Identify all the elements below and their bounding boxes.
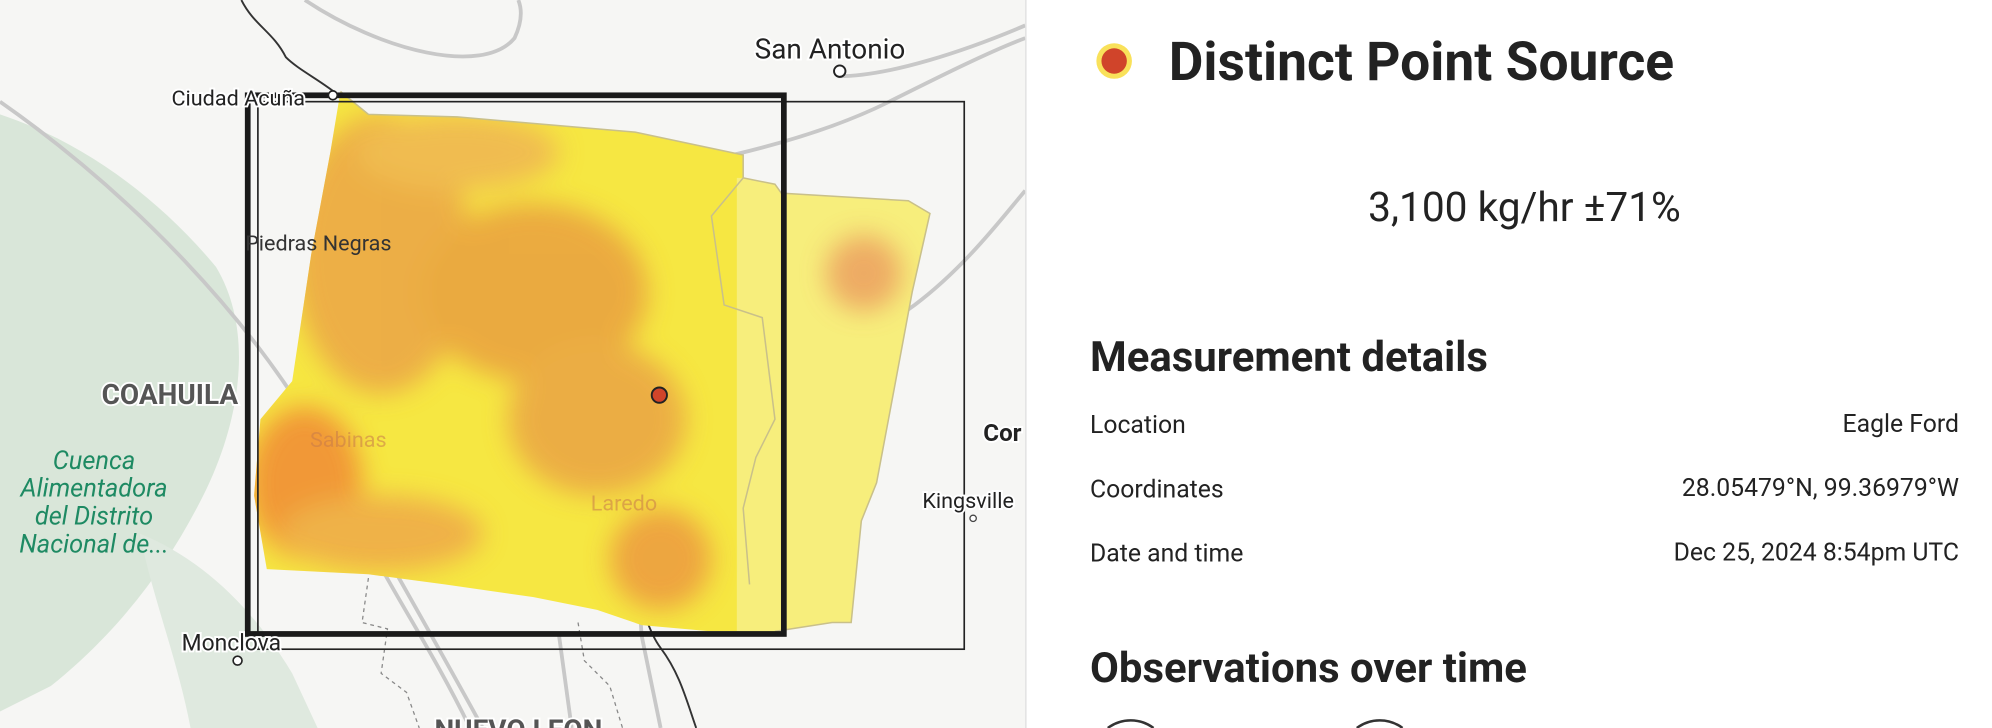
region-label: Alimentadora xyxy=(20,474,168,504)
region-label: Nacional de... xyxy=(19,530,169,560)
emission-rate: 3,100 kg/hr ±71% xyxy=(1368,183,1681,231)
city-label: Cor xyxy=(983,419,1021,447)
plume xyxy=(254,91,930,632)
source-marker[interactable] xyxy=(650,386,668,404)
city-dot xyxy=(969,514,977,523)
info-panel: Distinct Point Source 3,100 kg/hr ±71% M… xyxy=(1025,0,1992,728)
city-dot xyxy=(232,655,243,666)
scene-frame xyxy=(257,100,966,651)
detail-value: Dec 25, 2024 8:54pm UTC xyxy=(1674,538,1959,567)
section-heading: Measurement details xyxy=(1090,333,1488,382)
detail-value: Eagle Ford xyxy=(1843,410,1959,439)
detail-label: Location xyxy=(1090,411,1186,440)
city-label: Kingsville xyxy=(922,489,1014,514)
map[interactable]: San Antonio Ciudad Acuña Piedras Negras … xyxy=(0,0,1027,728)
city-dot xyxy=(833,64,847,78)
detail-value: 28.05479°N, 99.36979°W xyxy=(1682,474,1959,503)
city-label: Ciudad Acuña xyxy=(172,86,306,111)
region-label: del Distrito xyxy=(35,502,153,532)
details-table: Location Eagle Ford Coordinates 28.05479°N,… xyxy=(1090,410,1959,569)
terrain xyxy=(139,533,318,728)
chart-edge xyxy=(1107,719,1404,728)
state-border xyxy=(361,577,624,728)
source-icon xyxy=(1101,48,1127,74)
detail-label: Coordinates xyxy=(1090,475,1224,504)
state-label: COAHUILA xyxy=(102,378,239,411)
region-label: Cuenca xyxy=(53,446,136,476)
city-label: Monclova xyxy=(182,629,281,656)
plume-outline xyxy=(339,90,931,633)
detail-label: Date and time xyxy=(1090,540,1243,569)
state-label: NUEVO LEON xyxy=(434,713,602,728)
tile-frame[interactable] xyxy=(244,92,787,637)
city-dot xyxy=(327,90,339,101)
section-heading: Observations over time xyxy=(1090,644,1527,693)
city-label: San Antonio xyxy=(755,32,906,65)
city-label: Laredo xyxy=(591,492,657,517)
panel-title: Distinct Point Source xyxy=(1169,32,1674,94)
city-label: Piedras Negras xyxy=(245,231,391,256)
city-label: Sabinas xyxy=(310,428,387,453)
panel-background xyxy=(1025,0,1992,728)
terrain xyxy=(0,114,239,712)
